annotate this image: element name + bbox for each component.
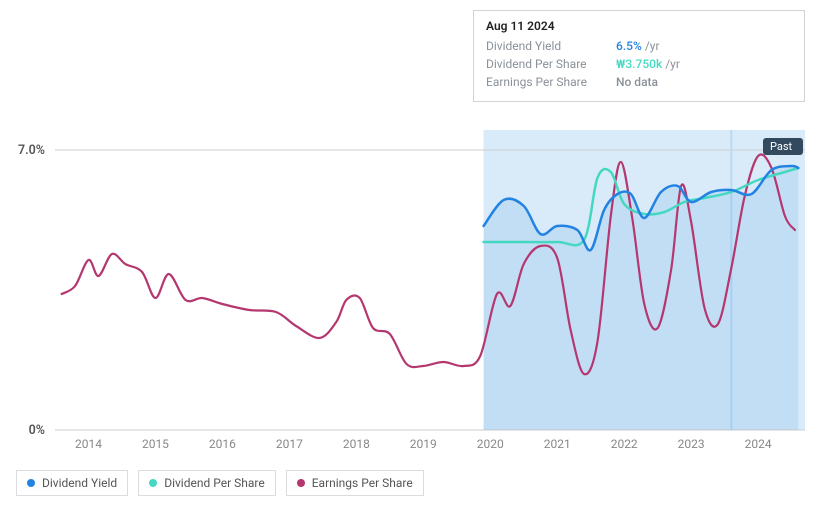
svg-text:7.0%: 7.0% — [18, 143, 45, 158]
legend-dot-icon — [149, 479, 157, 487]
svg-text:2015: 2015 — [142, 437, 169, 451]
legend-item-yield[interactable]: Dividend Yield — [16, 470, 128, 496]
legend-dot-icon — [297, 479, 305, 487]
svg-text:2023: 2023 — [678, 437, 705, 451]
chart-tooltip: Aug 11 2024 Dividend Yield 6.5% /yr Divi… — [473, 10, 805, 102]
legend-dot-icon — [27, 479, 35, 487]
dividend-chart: Aug 11 2024 Dividend Yield 6.5% /yr Divi… — [0, 0, 821, 508]
tooltip-value: No data — [616, 73, 658, 91]
svg-text:2016: 2016 — [209, 437, 236, 451]
legend-item-dps[interactable]: Dividend Per Share — [138, 470, 276, 496]
tooltip-value: ₩3.750k — [616, 55, 662, 73]
svg-text:2014: 2014 — [75, 437, 102, 451]
tooltip-label: Dividend Per Share — [486, 55, 616, 73]
svg-text:2017: 2017 — [276, 437, 303, 451]
legend-label: Earnings Per Share — [312, 476, 413, 490]
svg-text:2020: 2020 — [477, 437, 504, 451]
tooltip-unit: /yr — [665, 55, 680, 73]
tooltip-row-yield: Dividend Yield 6.5% /yr — [486, 37, 792, 55]
svg-text:2022: 2022 — [611, 437, 638, 451]
chart-legend: Dividend Yield Dividend Per Share Earnin… — [16, 470, 424, 496]
svg-text:2024: 2024 — [745, 437, 772, 451]
tooltip-row-eps: Earnings Per Share No data — [486, 73, 792, 91]
tooltip-unit: /yr — [645, 37, 660, 55]
legend-label: Dividend Yield — [42, 476, 117, 490]
legend-label: Dividend Per Share — [164, 476, 265, 490]
legend-item-eps[interactable]: Earnings Per Share — [286, 470, 424, 496]
tooltip-label: Earnings Per Share — [486, 73, 616, 91]
tooltip-row-dps: Dividend Per Share ₩3.750k /yr — [486, 55, 792, 73]
svg-text:2018: 2018 — [343, 437, 370, 451]
tooltip-value: 6.5% — [616, 37, 642, 55]
tooltip-date: Aug 11 2024 — [486, 19, 792, 33]
past-badge: Past — [763, 138, 803, 155]
tooltip-label: Dividend Yield — [486, 37, 616, 55]
svg-text:2021: 2021 — [544, 437, 571, 451]
svg-text:2019: 2019 — [410, 437, 437, 451]
svg-text:0%: 0% — [29, 423, 45, 438]
